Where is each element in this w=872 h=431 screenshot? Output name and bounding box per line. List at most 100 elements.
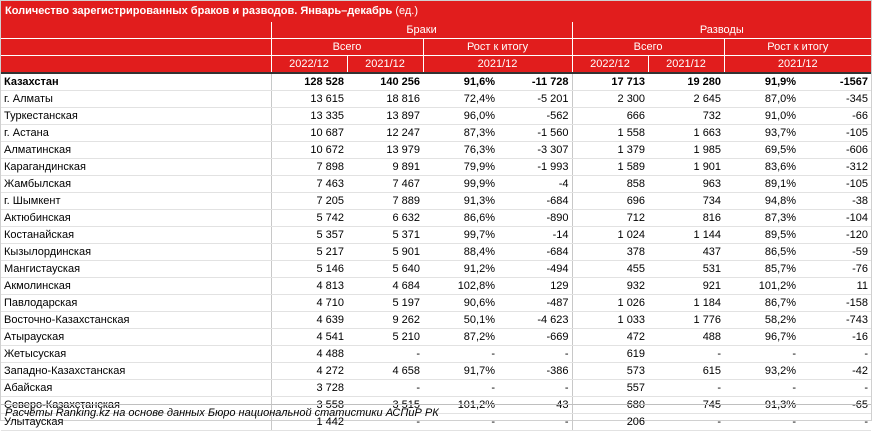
region-cell: Туркестанская [1, 107, 271, 125]
marriages-diff-cell: -1 560 [498, 124, 573, 142]
divorces-growth-pct-cell: 86,5% [724, 243, 800, 261]
marriages-2021-cell: 3 515 [347, 396, 423, 414]
data-table: Браки Разводы Всего Рост к итогу Всего Р… [1, 22, 872, 431]
marriages-diff-cell: -494 [498, 260, 573, 278]
divorces-diff-cell: -120 [799, 226, 872, 244]
header-row-subgroups: Всего Рост к итогу Всего Рост к итогу [1, 38, 872, 56]
marriages-2021-cell: 4 658 [347, 362, 423, 380]
marriages-diff-cell: -14 [498, 226, 573, 244]
table-row: Актюбинская 5 742 6 632 86,6% -890 712 816 87,3… [1, 209, 872, 227]
table-row: Акмолинская 4 813 4 684 102,8% 129 932 921 101,… [1, 277, 872, 295]
divorces-diff-cell: -158 [799, 294, 872, 312]
region-cell: Восточно-Казахстанская [1, 311, 271, 329]
divorces-2022-cell: 1 024 [571, 226, 649, 244]
region-cell: Северо-Казахстанская [1, 396, 271, 414]
divorces-diff-cell: -42 [799, 362, 872, 380]
divorces-2021-cell: 615 [648, 362, 725, 380]
header-marriages-growth: Рост к итогу [422, 38, 573, 56]
marriages-growth-pct-cell: 90,6% [423, 294, 498, 312]
marriages-growth-pct-cell: 88,4% [423, 243, 498, 261]
divorces-growth-pct-cell: 94,8% [724, 192, 800, 210]
header-divorces: Разводы [571, 22, 872, 39]
table-row: Жамбылская 7 463 7 467 99,9% -4 858 963 89,1% -1… [1, 175, 872, 193]
table-row: Туркестанская 13 335 13 897 96,0% -562 666 732… [1, 107, 872, 125]
divorces-2021-cell: 732 [648, 107, 725, 125]
marriages-2022-cell: 4 710 [270, 294, 347, 312]
marriages-2022-cell: 13 615 [270, 90, 347, 108]
marriages-diff-cell: - [498, 379, 573, 397]
divorces-diff-cell: - [799, 345, 872, 363]
region-cell: Казахстан [1, 72, 271, 91]
region-cell: Алматинская [1, 141, 271, 159]
divorces-growth-pct-cell: 85,7% [724, 260, 800, 278]
divorces-growth-pct-cell: 89,5% [724, 226, 800, 244]
header-year: 2022/12 [571, 55, 649, 74]
table-row: г. Астана 10 687 12 247 87,3% -1 560 1 558 1 6… [1, 124, 872, 142]
header-year: 2021/12 [723, 55, 872, 74]
marriages-2022-cell: 3 728 [270, 379, 347, 397]
divorces-2022-cell: 712 [571, 209, 649, 227]
region-cell: г. Шымкент [1, 192, 271, 210]
divorces-growth-pct-cell: 93,2% [724, 362, 800, 380]
divorces-growth-pct-cell: 83,6% [724, 158, 800, 176]
table-unit: (ед.) [395, 5, 418, 17]
marriages-2021-cell: 7 467 [347, 175, 423, 193]
divorces-2021-cell: 1 985 [648, 141, 725, 159]
divorces-2022-cell: 573 [571, 362, 649, 380]
region-cell: Абайская [1, 379, 271, 397]
divorces-2021-cell: - [648, 379, 725, 397]
marriages-growth-pct-cell: 86,6% [423, 209, 498, 227]
divorces-diff-cell: -105 [799, 124, 872, 142]
marriages-2022-cell: 4 488 [270, 345, 347, 363]
marriages-diff-cell: -562 [498, 107, 573, 125]
marriages-2022-cell: 7 463 [270, 175, 347, 193]
table-row: Восточно-Казахстанская 4 639 9 262 50,1% -4 … [1, 311, 872, 329]
table-row: г. Шымкент 7 205 7 889 91,3% -684 696 734 94,8%… [1, 192, 872, 210]
table-body: Казахстан 128 528 140 256 91,6% -11 728 17 71… [1, 72, 872, 431]
marriages-2021-cell: 140 256 [347, 72, 423, 91]
divorces-2021-cell: - [648, 345, 725, 363]
region-cell: Жамбылская [1, 175, 271, 193]
table-title-bar: Количество зарегистрированных браков и р… [1, 1, 871, 22]
marriages-2022-cell: 10 672 [270, 141, 347, 159]
marriages-growth-pct-cell: 91,7% [423, 362, 498, 380]
marriages-2022-cell: 5 217 [270, 243, 347, 261]
marriages-growth-pct-cell: 101,2% [423, 396, 498, 414]
header-blank [1, 22, 271, 39]
divorces-2021-cell: 488 [648, 328, 725, 346]
marriages-diff-cell: -386 [498, 362, 573, 380]
marriages-diff-cell: 43 [498, 396, 573, 414]
divorces-2022-cell: 680 [571, 396, 649, 414]
divorces-growth-pct-cell: 69,5% [724, 141, 800, 159]
marriages-2022-cell: 3 558 [270, 396, 347, 414]
marriages-2022-cell: 10 687 [270, 124, 347, 142]
table-row: Мангистауская 5 146 5 640 91,2% -494 455 531 85… [1, 260, 872, 278]
header-year: 2022/12 [270, 55, 347, 74]
divorces-2021-cell: 963 [648, 175, 725, 193]
region-cell: Мангистауская [1, 260, 271, 278]
marriages-growth-pct-cell: 91,2% [423, 260, 498, 278]
marriages-2022-cell: 7 898 [270, 158, 347, 176]
region-cell: г. Астана [1, 124, 271, 142]
table-row: Западно-Казахстанская 4 272 4 658 91,7% -386… [1, 362, 872, 380]
divorces-2022-cell: 1 589 [571, 158, 649, 176]
header-year: 2021/12 [647, 55, 725, 74]
divorces-growth-pct-cell: 89,1% [724, 175, 800, 193]
header-year: 2021/12 [422, 55, 573, 74]
marriages-2022-cell: 5 146 [270, 260, 347, 278]
table-row: Павлодарская 4 710 5 197 90,6% -487 1 026 1 18… [1, 294, 872, 312]
divorces-diff-cell: -345 [799, 90, 872, 108]
marriages-2021-cell: 9 891 [347, 158, 423, 176]
marriages-diff-cell: -1 993 [498, 158, 573, 176]
marriages-2021-cell: 13 979 [347, 141, 423, 159]
source-note: Расчёты Ranking.kz на основе данных Бюро… [1, 404, 871, 420]
table-row: Карагандинская 7 898 9 891 79,9% -1 993 1 589… [1, 158, 872, 176]
divorces-diff-cell: -1567 [799, 72, 872, 91]
divorces-diff-cell: -105 [799, 175, 872, 193]
header-year: 2021/12 [346, 55, 423, 74]
header-blank [1, 38, 271, 56]
divorces-growth-pct-cell: 91,3% [724, 396, 800, 414]
marriages-diff-cell: -4 [498, 175, 573, 193]
divorces-2022-cell: 1 379 [571, 141, 649, 159]
marriages-2021-cell: 13 897 [347, 107, 423, 125]
